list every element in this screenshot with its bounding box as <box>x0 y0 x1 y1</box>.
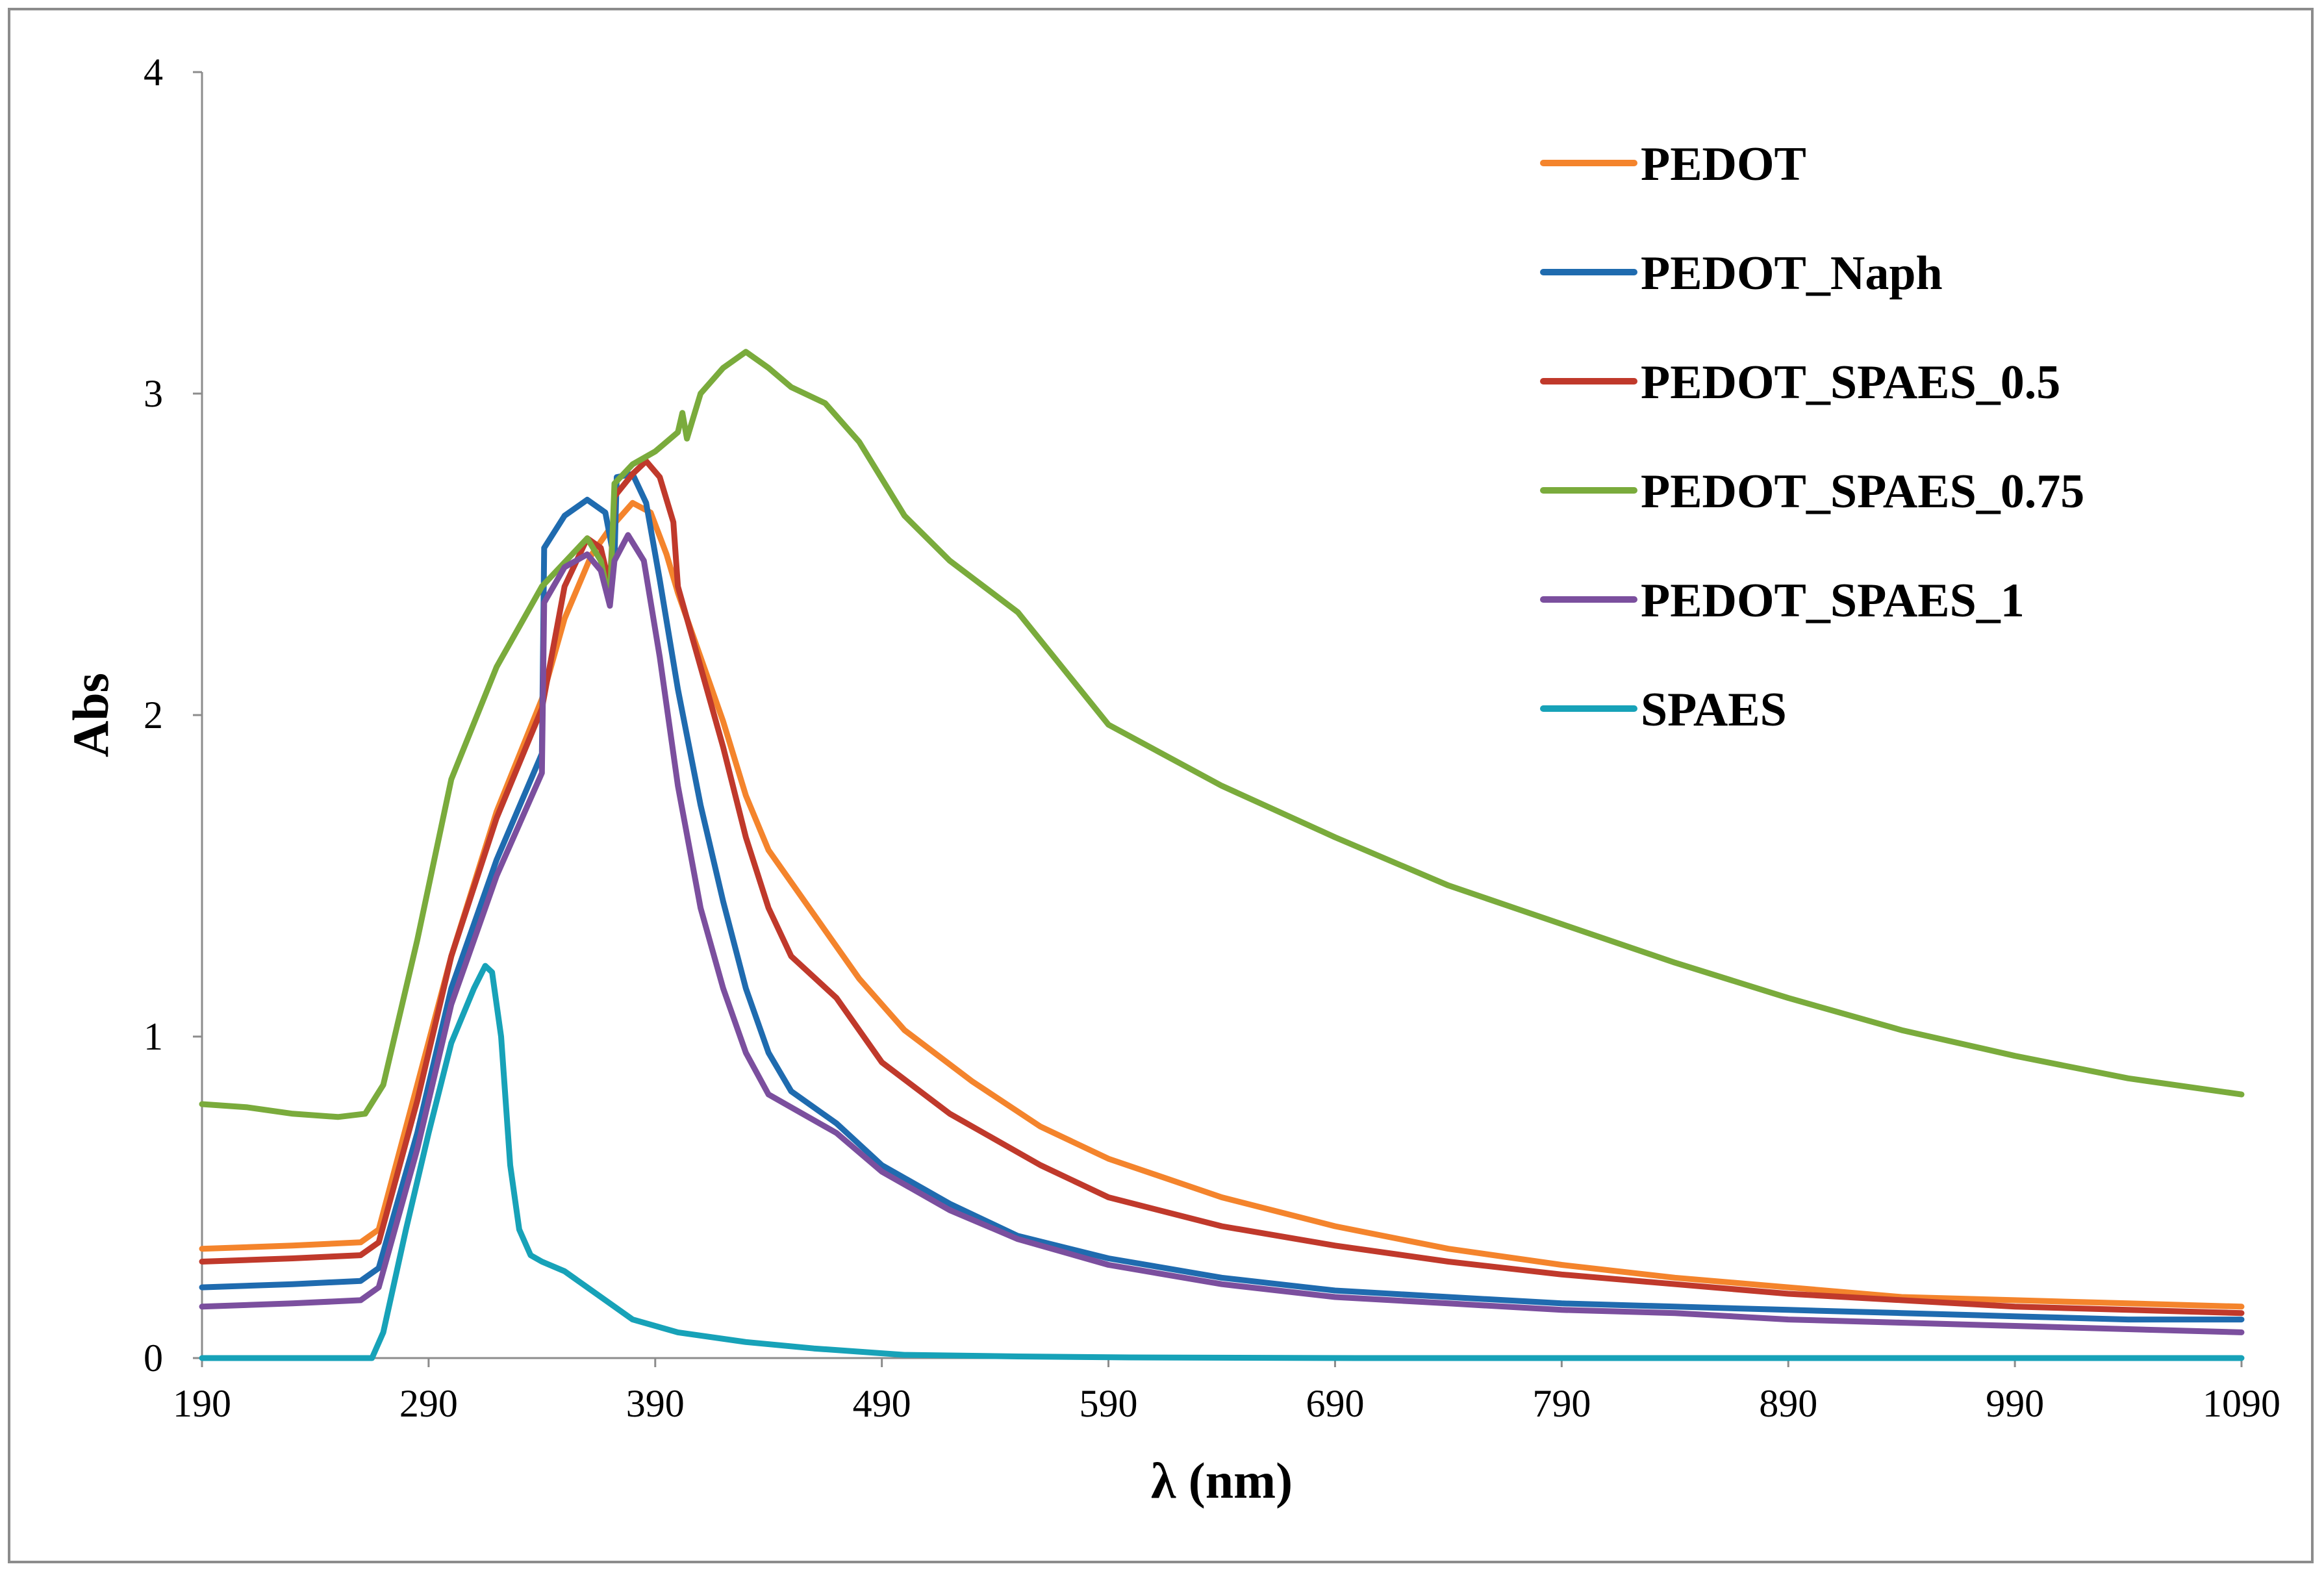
x-tick-label: 390 <box>626 1382 685 1425</box>
y-tick-label: 3 <box>144 372 163 415</box>
legend: PEDOT PEDOT_Naph PEDOT_SPAES_0.5 PEDOT_SPAE… <box>1540 138 2084 737</box>
x-tick-label: 590 <box>1080 1382 1138 1425</box>
legend-label-pedot-spaes-1: PEDOT_SPAES_1 <box>1641 574 2025 627</box>
legend-label-pedot-spaes-0-5: PEDOT_SPAES_0.5 <box>1641 356 2060 409</box>
series-line-pedot-spaes-1 <box>199 532 2245 1335</box>
x-tick-label: 490 <box>853 1382 911 1425</box>
series-line-spaes <box>199 963 2245 1361</box>
y-tick-label: 0 <box>144 1337 163 1380</box>
chart-frame: 190 290 390 490 590 690 790 890 990 1090 0 1 2 3 4 λ … <box>8 8 2314 1563</box>
series-line-pedot-naph <box>199 471 2245 1323</box>
legend-label-pedot-spaes-0-75: PEDOT_SPAES_0.75 <box>1641 465 2084 518</box>
x-tick-label: 190 <box>173 1382 231 1425</box>
uv-vis-chart: 190 290 390 490 590 690 790 890 990 1090 0 1 2 3 4 λ … <box>62 51 2280 1509</box>
legend-label-pedot-naph: PEDOT_Naph <box>1641 247 1943 300</box>
y-tick-label: 1 <box>144 1015 163 1058</box>
legend-label-pedot: PEDOT <box>1641 138 1806 191</box>
x-tick-label: 990 <box>1986 1382 2044 1425</box>
series-line-pedot-spaes-0-75 <box>199 349 2245 1120</box>
series-layer <box>199 349 2245 1361</box>
x-axis-title: λ (nm) <box>1151 1452 1293 1509</box>
x-tick-label: 890 <box>1759 1382 1817 1425</box>
y-tick-label: 4 <box>144 51 163 94</box>
y-axis-title: Abs <box>62 673 119 757</box>
y-ticks: 0 1 2 3 4 <box>144 51 202 1380</box>
x-tick-label: 290 <box>399 1382 458 1425</box>
x-tick-label: 1090 <box>2203 1382 2280 1425</box>
x-ticks: 190 290 390 490 590 690 790 890 990 1090 <box>173 1358 2280 1425</box>
x-tick-label: 690 <box>1306 1382 1364 1425</box>
series-line-pedot-spaes-0-5 <box>199 458 2245 1317</box>
y-tick-label: 2 <box>144 694 163 737</box>
legend-label-spaes: SPAES <box>1641 683 1787 737</box>
x-tick-label: 790 <box>1532 1382 1591 1425</box>
